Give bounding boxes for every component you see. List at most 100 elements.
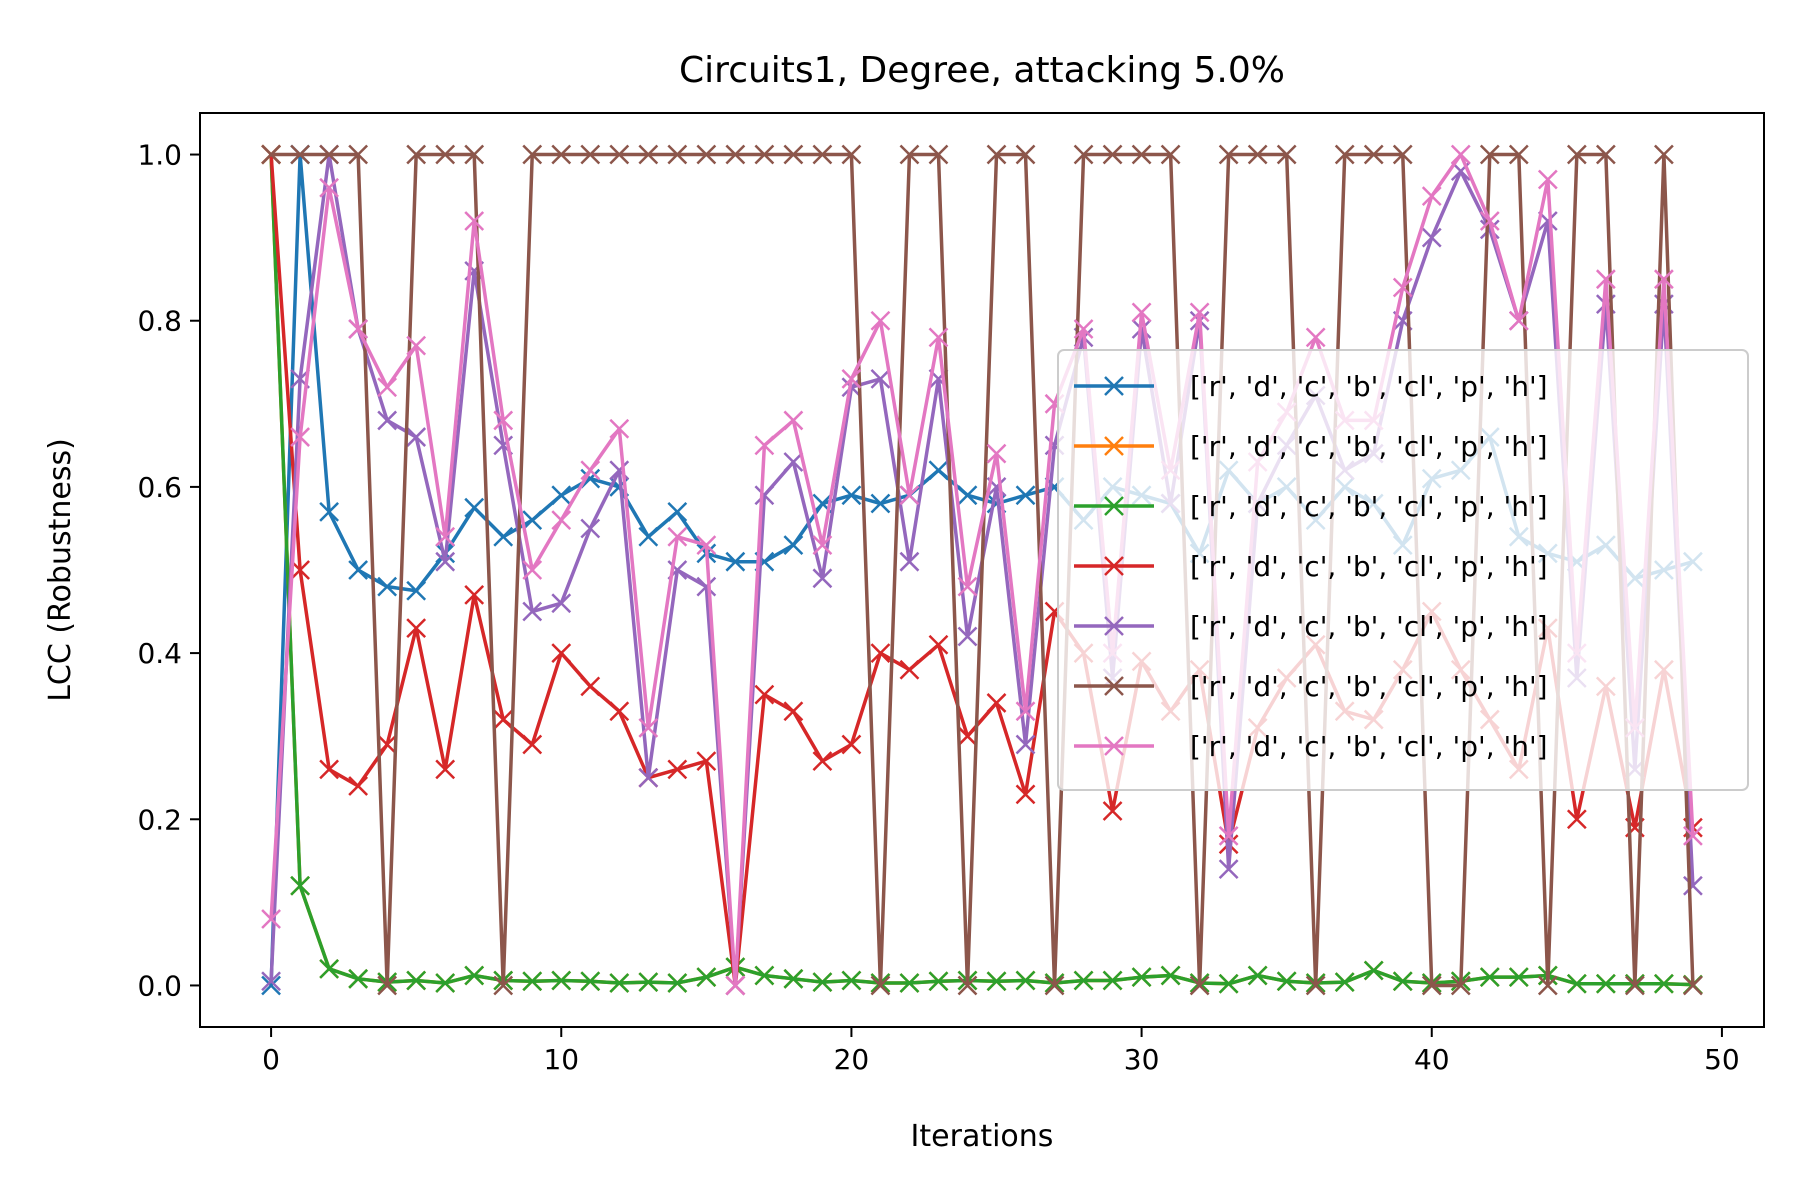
data-point — [957, 975, 978, 996]
legend-marker — [1104, 436, 1124, 456]
data-point — [1189, 302, 1210, 323]
legend-item: ['r', 'd', 'c', 'b', 'cl', 'p', 'h'] — [1074, 670, 1548, 703]
data-point — [928, 460, 949, 481]
y-tick-label: 1.0 — [137, 139, 182, 172]
data-point — [1421, 227, 1442, 248]
data-point — [986, 971, 1007, 992]
data-point — [986, 693, 1007, 713]
data-point — [638, 526, 659, 547]
data-point — [1276, 144, 1297, 165]
data-point — [957, 726, 978, 747]
data-point — [899, 551, 920, 572]
data-point — [551, 970, 572, 991]
data-point — [986, 443, 1007, 464]
legend-label: ['r', 'd', 'c', 'b', 'cl', 'p', 'h'] — [1190, 670, 1548, 703]
data-point — [1334, 144, 1355, 165]
data-point — [261, 144, 281, 165]
data-point — [1015, 970, 1036, 991]
data-point — [261, 971, 281, 992]
data-point — [348, 968, 369, 989]
data-point — [696, 967, 717, 988]
data-point — [783, 452, 804, 472]
data-point — [580, 518, 601, 539]
data-point — [435, 759, 456, 780]
data-point — [1683, 975, 1703, 996]
data-point — [1421, 975, 1442, 996]
data-point — [1102, 970, 1123, 991]
data-point — [1015, 144, 1036, 165]
legend-label: ['r', 'd', 'c', 'b', 'cl', 'p', 'h'] — [1190, 430, 1548, 463]
data-point — [754, 485, 775, 506]
data-point — [696, 535, 717, 555]
data-point — [377, 734, 398, 755]
data-point — [1537, 169, 1558, 190]
data-point — [812, 751, 833, 771]
y-tick-label: 0.6 — [137, 471, 182, 504]
data-point — [1508, 144, 1529, 165]
data-point — [493, 975, 514, 996]
data-point — [1218, 859, 1239, 880]
legend-box — [1057, 349, 1749, 791]
data-point — [1450, 975, 1471, 996]
y-tick-label: 0.0 — [137, 969, 182, 1002]
data-point — [725, 551, 746, 572]
data-point — [754, 965, 775, 986]
data-point — [1450, 144, 1471, 165]
data-point — [1073, 970, 1094, 991]
data-point — [928, 971, 949, 992]
data-point — [319, 177, 340, 198]
data-point — [1160, 965, 1181, 986]
data-point — [319, 759, 340, 780]
legend-label: ['r', 'd', 'c', 'b', 'cl', 'p', 'h'] — [1190, 730, 1548, 763]
data-point — [667, 144, 688, 165]
data-point — [319, 501, 340, 522]
data-point — [841, 734, 862, 755]
data-point — [1218, 144, 1239, 165]
data-point — [406, 618, 427, 639]
series-6 — [261, 144, 1703, 996]
data-point — [1537, 975, 1558, 996]
data-point — [667, 526, 688, 547]
data-point — [1131, 144, 1152, 165]
data-point — [783, 535, 804, 555]
data-point — [1624, 975, 1645, 996]
legend-item: ['r', 'd', 'c', 'b', 'cl', 'p', 'h'] — [1074, 610, 1548, 643]
x-tick-label: 30 — [1124, 1043, 1160, 1076]
data-point — [812, 568, 833, 589]
y-axis-label: LCC (Robustness) — [43, 438, 78, 702]
data-point — [319, 144, 340, 165]
data-point — [493, 709, 514, 730]
data-point — [290, 427, 310, 447]
data-point — [522, 734, 543, 755]
x-tick-label: 20 — [834, 1043, 870, 1076]
data-point — [899, 659, 920, 680]
data-point — [1305, 975, 1326, 996]
data-point — [1073, 144, 1094, 165]
data-point — [899, 144, 920, 165]
data-point — [1566, 809, 1587, 830]
data-point — [899, 973, 920, 993]
data-point — [1363, 144, 1384, 165]
data-point — [957, 576, 978, 597]
data-point — [493, 410, 514, 431]
data-point — [928, 634, 949, 655]
data-point — [754, 684, 775, 705]
data-point — [435, 526, 456, 547]
data-point — [1479, 211, 1500, 231]
data-point — [522, 971, 543, 992]
data-point — [1421, 186, 1442, 206]
data-point — [899, 485, 920, 506]
data-point — [870, 643, 891, 663]
data-point — [435, 551, 456, 572]
data-point — [377, 576, 398, 597]
data-point — [725, 975, 746, 996]
data-point — [638, 717, 659, 738]
data-point — [928, 144, 949, 165]
data-point — [551, 144, 572, 165]
data-point — [1392, 277, 1413, 298]
plot-frame — [199, 112, 1765, 1028]
data-point — [957, 626, 978, 647]
data-point — [435, 973, 456, 993]
series-line — [269, 152, 1695, 988]
y-tick-label: 0.8 — [137, 305, 182, 338]
